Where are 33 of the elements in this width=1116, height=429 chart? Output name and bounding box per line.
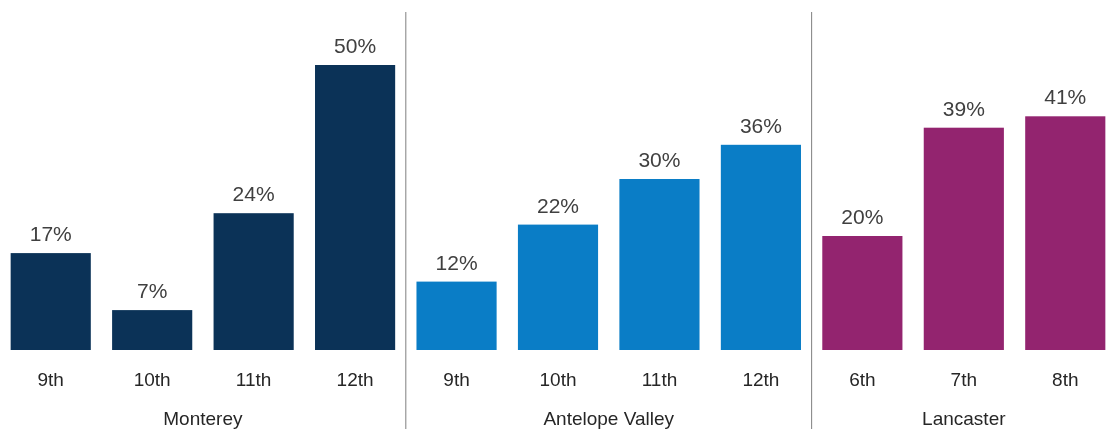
data-label: 12% (435, 250, 478, 274)
data-label: 17% (29, 222, 72, 246)
x-axis-title: Lancaster (922, 408, 1007, 429)
data-label: 41% (1044, 85, 1087, 109)
x-tick-label: 12th (742, 369, 780, 390)
data-label: 36% (739, 113, 782, 137)
data-label: 7% (137, 279, 168, 303)
x-tick-label: 9th (37, 369, 64, 390)
x-axis-title: Antelope Valley (543, 408, 675, 429)
bar (10, 253, 91, 350)
data-label: 24% (232, 182, 275, 206)
bar (315, 65, 396, 350)
data-label: 20% (841, 205, 884, 228)
x-tick-label: 11th (641, 369, 678, 390)
data-label: 39% (942, 96, 985, 120)
data-label: 22% (536, 193, 580, 217)
x-tick-label: 7th (950, 369, 978, 390)
bar (619, 179, 700, 350)
x-axis-title: Monterey (163, 408, 244, 429)
bar (213, 213, 294, 350)
data-label: 50% (334, 34, 377, 57)
bar (416, 281, 497, 350)
x-tick-label: 9th (443, 369, 470, 390)
x-tick-label: 12th (336, 369, 374, 390)
bar (517, 224, 599, 350)
x-tick-label: 10th (539, 369, 577, 390)
x-tick-label: 6th (849, 369, 876, 390)
data-label: 30% (638, 148, 681, 171)
x-tick-label: 8th (1052, 369, 1079, 390)
bar (720, 144, 801, 350)
x-tick-label: 10th (133, 369, 171, 390)
bar (112, 310, 193, 350)
x-tick-label: 11th (235, 369, 272, 390)
